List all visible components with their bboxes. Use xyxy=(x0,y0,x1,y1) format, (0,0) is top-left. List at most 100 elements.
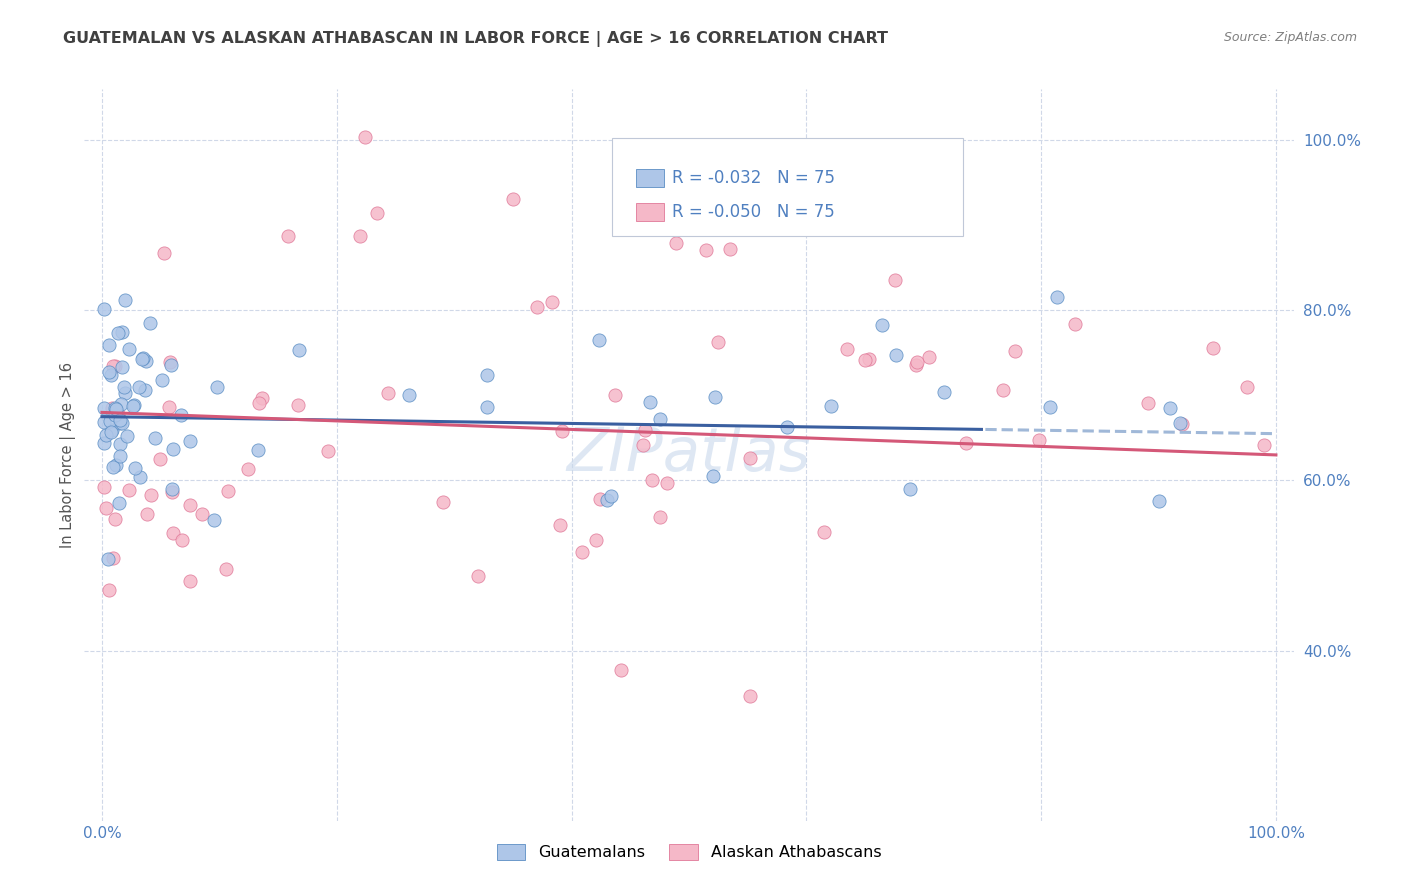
Point xyxy=(1202,341,1225,355)
Point xyxy=(813,525,835,540)
Point xyxy=(104,401,127,416)
Point xyxy=(870,318,893,332)
Point xyxy=(100,368,122,383)
Point xyxy=(884,348,907,362)
Point xyxy=(247,443,270,458)
Point xyxy=(117,483,139,497)
Point xyxy=(467,569,489,583)
Point xyxy=(548,518,571,533)
Point xyxy=(631,438,654,452)
Text: ZIPatlas: ZIPatlas xyxy=(567,425,811,484)
Point xyxy=(100,425,122,439)
Point xyxy=(153,245,176,260)
Point xyxy=(110,437,132,451)
Point xyxy=(596,492,619,507)
Point xyxy=(571,544,593,558)
Point xyxy=(648,412,671,426)
Point xyxy=(108,412,131,426)
Point xyxy=(600,489,623,503)
Point xyxy=(149,451,172,466)
Point xyxy=(884,273,907,287)
Point xyxy=(288,343,311,358)
Point xyxy=(718,242,741,256)
Point xyxy=(202,513,225,527)
Point xyxy=(104,512,127,526)
Point xyxy=(650,509,672,524)
Point xyxy=(1168,416,1191,430)
Point xyxy=(108,416,131,430)
Point xyxy=(101,423,124,437)
Point xyxy=(135,507,157,521)
Point xyxy=(108,449,131,463)
Point xyxy=(475,368,498,382)
Point xyxy=(112,380,135,394)
Point xyxy=(162,442,184,457)
Point xyxy=(349,228,371,243)
Point xyxy=(101,459,124,474)
Point xyxy=(104,409,127,423)
Point xyxy=(124,460,146,475)
Point xyxy=(105,458,128,472)
Point xyxy=(107,326,129,340)
Point xyxy=(97,582,120,597)
Point xyxy=(139,487,162,501)
Point xyxy=(366,205,388,219)
Point xyxy=(94,500,117,515)
Point xyxy=(135,354,157,368)
Point xyxy=(93,436,115,450)
Point xyxy=(634,423,657,437)
Text: GUATEMALAN VS ALASKAN ATHABASCAN IN LABOR FORCE | AGE > 16 CORRELATION CHART: GUATEMALAN VS ALASKAN ATHABASCAN IN LABO… xyxy=(63,31,889,47)
Point xyxy=(588,333,610,347)
Point xyxy=(820,400,842,414)
Legend: Guatemalans, Alaskan Athabascans: Guatemalans, Alaskan Athabascans xyxy=(496,844,882,860)
Point xyxy=(475,401,498,415)
Point xyxy=(98,365,121,379)
Point xyxy=(605,388,627,402)
Point xyxy=(898,483,921,497)
Point xyxy=(139,316,162,330)
Point xyxy=(1137,395,1160,409)
Text: R = -0.050   N = 75: R = -0.050 N = 75 xyxy=(672,203,835,221)
Point xyxy=(215,562,238,576)
Point xyxy=(159,354,181,368)
Point xyxy=(238,462,260,476)
Point xyxy=(589,491,612,506)
Point xyxy=(250,391,273,405)
Point xyxy=(1046,290,1069,304)
Point xyxy=(131,351,153,365)
Point xyxy=(93,480,115,494)
Point xyxy=(638,395,661,409)
Point xyxy=(93,415,115,429)
Point xyxy=(111,325,134,339)
Point xyxy=(695,244,717,258)
Point xyxy=(179,498,201,512)
Point xyxy=(107,407,129,421)
Point xyxy=(162,526,184,541)
Point xyxy=(738,689,761,703)
Point xyxy=(665,235,688,250)
Y-axis label: In Labor Force | Age > 16: In Labor Force | Age > 16 xyxy=(60,362,76,548)
Point xyxy=(179,434,201,448)
Point xyxy=(93,302,115,317)
Point xyxy=(247,396,270,410)
Point xyxy=(93,401,115,416)
Point xyxy=(145,431,167,445)
Point xyxy=(104,404,127,418)
Point xyxy=(1253,438,1275,452)
Point xyxy=(610,663,633,677)
Point xyxy=(217,484,239,499)
Point xyxy=(1147,493,1170,508)
Point xyxy=(354,130,377,145)
Point xyxy=(97,552,120,566)
Point xyxy=(641,473,664,487)
Point xyxy=(110,397,132,411)
Point xyxy=(101,401,124,415)
Point xyxy=(160,359,183,373)
Point xyxy=(398,388,420,402)
Point xyxy=(277,228,299,243)
Point xyxy=(858,352,880,367)
Point xyxy=(160,484,183,499)
Point xyxy=(104,401,127,416)
Point xyxy=(191,507,214,521)
Point xyxy=(432,494,454,508)
